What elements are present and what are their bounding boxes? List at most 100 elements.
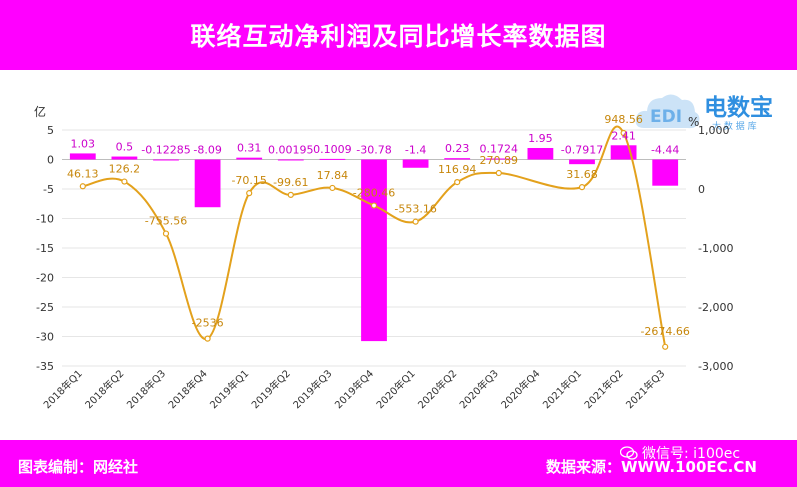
bar [69,153,96,160]
bar [111,156,138,160]
line-value-label: 31.68 [566,168,598,181]
net-profit-chart: 5 0 -5 -10 -15 -20 -25 -30 -35 亿 1,000 0 -1,000 -2,00… [34,104,733,411]
bar-value-label: 2.41 [611,129,636,142]
bar-value-label: 0.5 [116,141,134,154]
y-right-tick-label: -3,000 [698,360,733,373]
footer-credit: 图表编制：网经社 [18,458,139,476]
x-tick-label: 2018年Q2 [82,367,126,411]
x-tick-label: 2019年Q1 [207,367,251,411]
bar-value-label: 1.03 [71,137,96,150]
page-title: 联络互动净利润及同比增长率数据图 [190,22,607,51]
bar [236,157,263,160]
bar [319,158,346,160]
bar-value-label: -0.7917 [561,144,603,157]
y-right-tick-label: -2,000 [698,301,733,314]
bar-value-label: 0.1724 [480,142,519,155]
y-left-tick-label: -20 [36,272,54,285]
footer-source: 数据来源：WWW.100EC.CN [546,458,757,476]
x-tick-label: 2021年Q1 [540,367,584,411]
y-left-tick-label: -30 [36,331,54,344]
bar-value-label: 0.23 [445,142,470,155]
growth-rate-point [162,230,170,237]
x-tick-label: 2019年Q3 [290,367,334,411]
line-value-label: 17.84 [317,169,349,182]
growth-rate-point [246,190,253,197]
cloud-logo-icon: EDI [635,94,700,129]
growth-rate-point [204,335,211,342]
growth-rate-point [329,184,336,192]
line-value-label: -2536 [192,317,224,330]
bar-value-label: -0.12285 [141,144,190,157]
growth-rate-point [121,178,128,185]
wechat-id: 微信号: i100ec [642,446,741,462]
line-value-label: 948.56 [604,113,643,126]
line-value-label: -755.56 [145,215,187,228]
bar [277,159,304,161]
y-left-tick-label: -5 [43,183,54,196]
bar [527,147,554,160]
line-value-label: -70.15 [231,174,266,187]
growth-rate-point [578,184,586,191]
y-left-tick-label: 0 [47,154,54,167]
growth-rate-point [620,129,627,137]
bar-value-label: -8.09 [193,144,221,157]
growth-rate-point [454,179,461,186]
logo: EDI 电数宝 大 数 据 库 [632,86,792,136]
footer-bar: 图表编制：网经社 数据来源：WWW.100EC.CN [0,440,797,487]
x-tick-label: 2020年Q4 [498,367,542,411]
wechat-watermark: 微信号: i100ec [620,440,740,466]
x-tick-label: 2019年Q4 [332,367,376,411]
y-left-tick-label: -25 [36,301,54,314]
y-left-tick-label: -35 [36,360,54,373]
line-value-label: 270.89 [480,154,519,167]
y-right-tick-label: -1,000 [698,242,733,255]
x-tick-label: 2018年Q3 [124,367,168,411]
x-tick-label: 2021年Q3 [623,367,667,411]
bar [194,159,221,208]
x-tick-label: 2019年Q2 [249,367,293,411]
y-right-tick-label: 1,000 [698,124,730,137]
logo-text: 电数宝 [704,95,773,121]
bar-value-label: 0.1009 [313,143,352,156]
bar [153,159,179,161]
line-value-label: -553.16 [394,203,436,216]
logo-subtitle: 大 数 据 库 [712,122,757,132]
growth-rate-point [370,202,378,209]
header-bar: 联络互动净利润及同比增长率数据图 [0,0,797,70]
growth-rate-point [495,169,502,177]
bar [485,158,512,160]
growth-rate-point [412,218,419,225]
bar-value-label: -1.4 [405,144,426,157]
y-left-tick-label: -10 [36,213,54,226]
y-right-unit: % [688,115,699,129]
line-value-label: -280.46 [353,187,395,200]
wechat-icon [620,446,638,460]
x-tick-label: 2018年Q1 [41,367,85,411]
growth-rate-point [287,191,294,198]
x-tick-label: 2018年Q4 [165,367,209,411]
bar [361,159,387,342]
y-left-unit: 亿 [34,104,46,119]
bar-value-label: 0.00195 [268,143,314,156]
y-right-tick-label: 0 [698,183,705,196]
line-value-label: -2674.66 [640,325,689,338]
line-value-label: 116.94 [438,163,477,176]
bar-value-label: 0.31 [237,142,262,155]
growth-rate-line [82,125,667,347]
x-tick-label: 2021年Q2 [581,367,625,411]
growth-rate-point [662,343,669,350]
bar [444,158,471,160]
growth-rate-point [79,183,86,190]
x-tick-label: 2020年Q2 [415,367,459,411]
bar [402,159,429,168]
bar [569,159,595,165]
x-tick-label: 2020年Q1 [373,367,417,411]
bar-value-label: 1.95 [528,132,553,145]
line-value-label: 46.13 [67,167,99,180]
bar-value-label: -4.44 [651,144,679,157]
bar [652,159,679,186]
line-value-label: 126.2 [109,163,141,176]
y-left-tick-label: -15 [36,242,54,255]
bar-value-label: -30.78 [356,144,391,157]
y-left-tick-label: 5 [47,124,54,137]
